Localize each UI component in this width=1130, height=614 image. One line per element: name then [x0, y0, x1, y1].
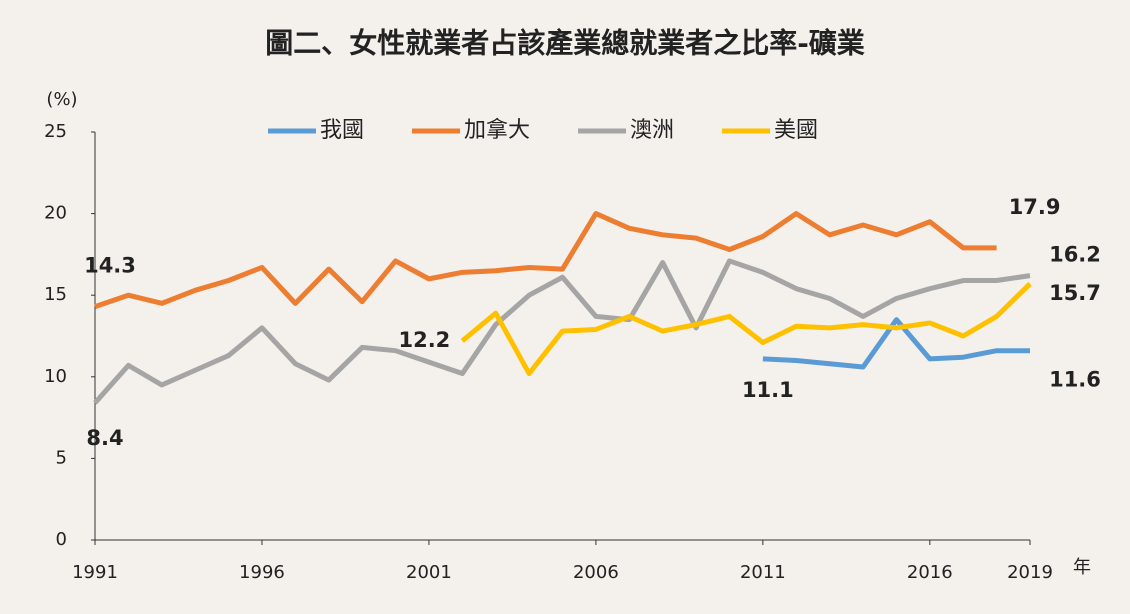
x-tick-label: 2006 — [573, 562, 619, 583]
background — [0, 0, 1130, 614]
value-label: 14.3 — [84, 254, 136, 278]
y-unit: (%) — [46, 89, 77, 110]
y-tick-label: 15 — [44, 284, 67, 305]
legend-label: 我國 — [320, 118, 364, 143]
y-tick-label: 25 — [44, 121, 67, 142]
x-unit: 年 — [1073, 557, 1091, 578]
chart-title: 圖二、女性就業者占該產業總就業者之比率-礦業 — [265, 27, 865, 60]
x-tick-label: 2001 — [406, 562, 452, 583]
y-tick-label: 10 — [44, 366, 67, 387]
x-tick-label: 2016 — [907, 562, 953, 583]
legend-label: 加拿大 — [464, 117, 530, 143]
value-label: 8.4 — [86, 426, 123, 450]
value-label: 11.1 — [742, 378, 794, 402]
legend-label: 美國 — [774, 118, 818, 143]
value-label: 16.2 — [1049, 243, 1101, 267]
x-tick-label: 2011 — [740, 562, 786, 583]
page: 圖二、女性就業者占該產業總就業者之比率-礦業 (%) 年 0 5 10 15 20 25 1… — [0, 0, 1130, 614]
value-label: 15.7 — [1049, 281, 1101, 305]
value-label: 17.9 — [1009, 195, 1061, 219]
value-label: 12.2 — [398, 328, 450, 352]
y-tick-label: 20 — [44, 203, 67, 224]
legend-label: 澳洲 — [630, 118, 674, 143]
x-tick-label: 2019 — [1007, 562, 1053, 583]
chart: 圖二、女性就業者占該產業總就業者之比率-礦業 (%) 年 0 5 10 15 20 25 1… — [0, 0, 1130, 614]
value-label: 11.6 — [1049, 368, 1101, 392]
x-tick-label: 1991 — [72, 562, 118, 583]
y-tick-label: 5 — [56, 447, 67, 468]
y-tick-label: 0 — [56, 529, 67, 550]
x-tick-label: 1996 — [239, 562, 285, 583]
